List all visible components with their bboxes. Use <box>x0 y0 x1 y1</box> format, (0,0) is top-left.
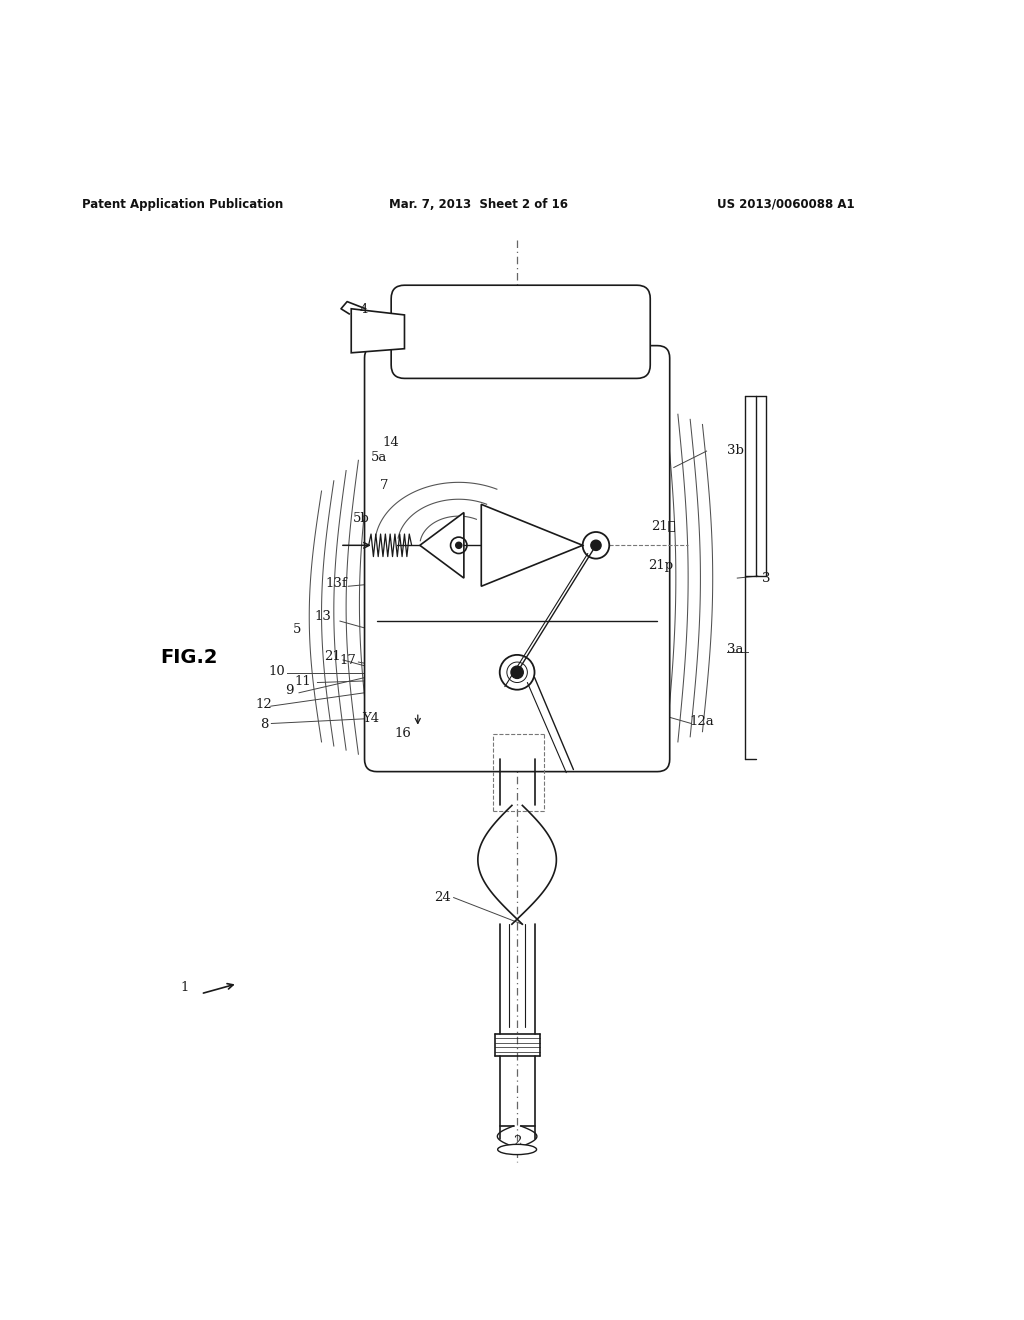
Text: 8: 8 <box>260 718 268 731</box>
Text: 3b: 3b <box>727 444 743 457</box>
Text: 13: 13 <box>314 610 331 623</box>
Text: Y4: Y4 <box>362 711 379 725</box>
FancyBboxPatch shape <box>365 346 670 772</box>
Text: 7: 7 <box>380 479 388 492</box>
Text: 5: 5 <box>293 623 301 636</box>
Text: FIG.2: FIG.2 <box>161 648 218 668</box>
Text: US 2013/0060088 A1: US 2013/0060088 A1 <box>717 198 854 211</box>
Text: 16: 16 <box>394 727 411 741</box>
Text: 5b: 5b <box>353 512 370 525</box>
Text: Patent Application Publication: Patent Application Publication <box>82 198 284 211</box>
Text: Mar. 7, 2013  Sheet 2 of 16: Mar. 7, 2013 Sheet 2 of 16 <box>389 198 568 211</box>
Circle shape <box>511 667 523 678</box>
Polygon shape <box>481 504 583 586</box>
Polygon shape <box>351 309 404 352</box>
Text: 11: 11 <box>295 675 311 688</box>
Text: 1: 1 <box>180 981 188 994</box>
Text: 2: 2 <box>513 1135 521 1148</box>
Polygon shape <box>420 512 464 578</box>
Text: 4: 4 <box>359 304 368 317</box>
Text: 10: 10 <box>268 665 285 677</box>
Text: 9: 9 <box>286 684 294 697</box>
Text: 3a: 3a <box>727 643 743 656</box>
Text: 14: 14 <box>383 437 399 449</box>
FancyBboxPatch shape <box>391 285 650 379</box>
Text: 3: 3 <box>762 572 770 585</box>
Circle shape <box>591 540 601 550</box>
Text: 12: 12 <box>256 697 272 710</box>
Text: 21p: 21p <box>648 560 673 573</box>
Text: 13f: 13f <box>325 577 347 590</box>
Text: 24: 24 <box>434 891 451 904</box>
Text: 12a: 12a <box>689 715 714 727</box>
Text: 5a: 5a <box>371 450 387 463</box>
Text: 21: 21 <box>325 651 341 664</box>
Ellipse shape <box>498 1144 537 1155</box>
Text: 21ℓ: 21ℓ <box>651 520 676 533</box>
Text: 17: 17 <box>340 653 356 667</box>
Circle shape <box>456 543 462 548</box>
